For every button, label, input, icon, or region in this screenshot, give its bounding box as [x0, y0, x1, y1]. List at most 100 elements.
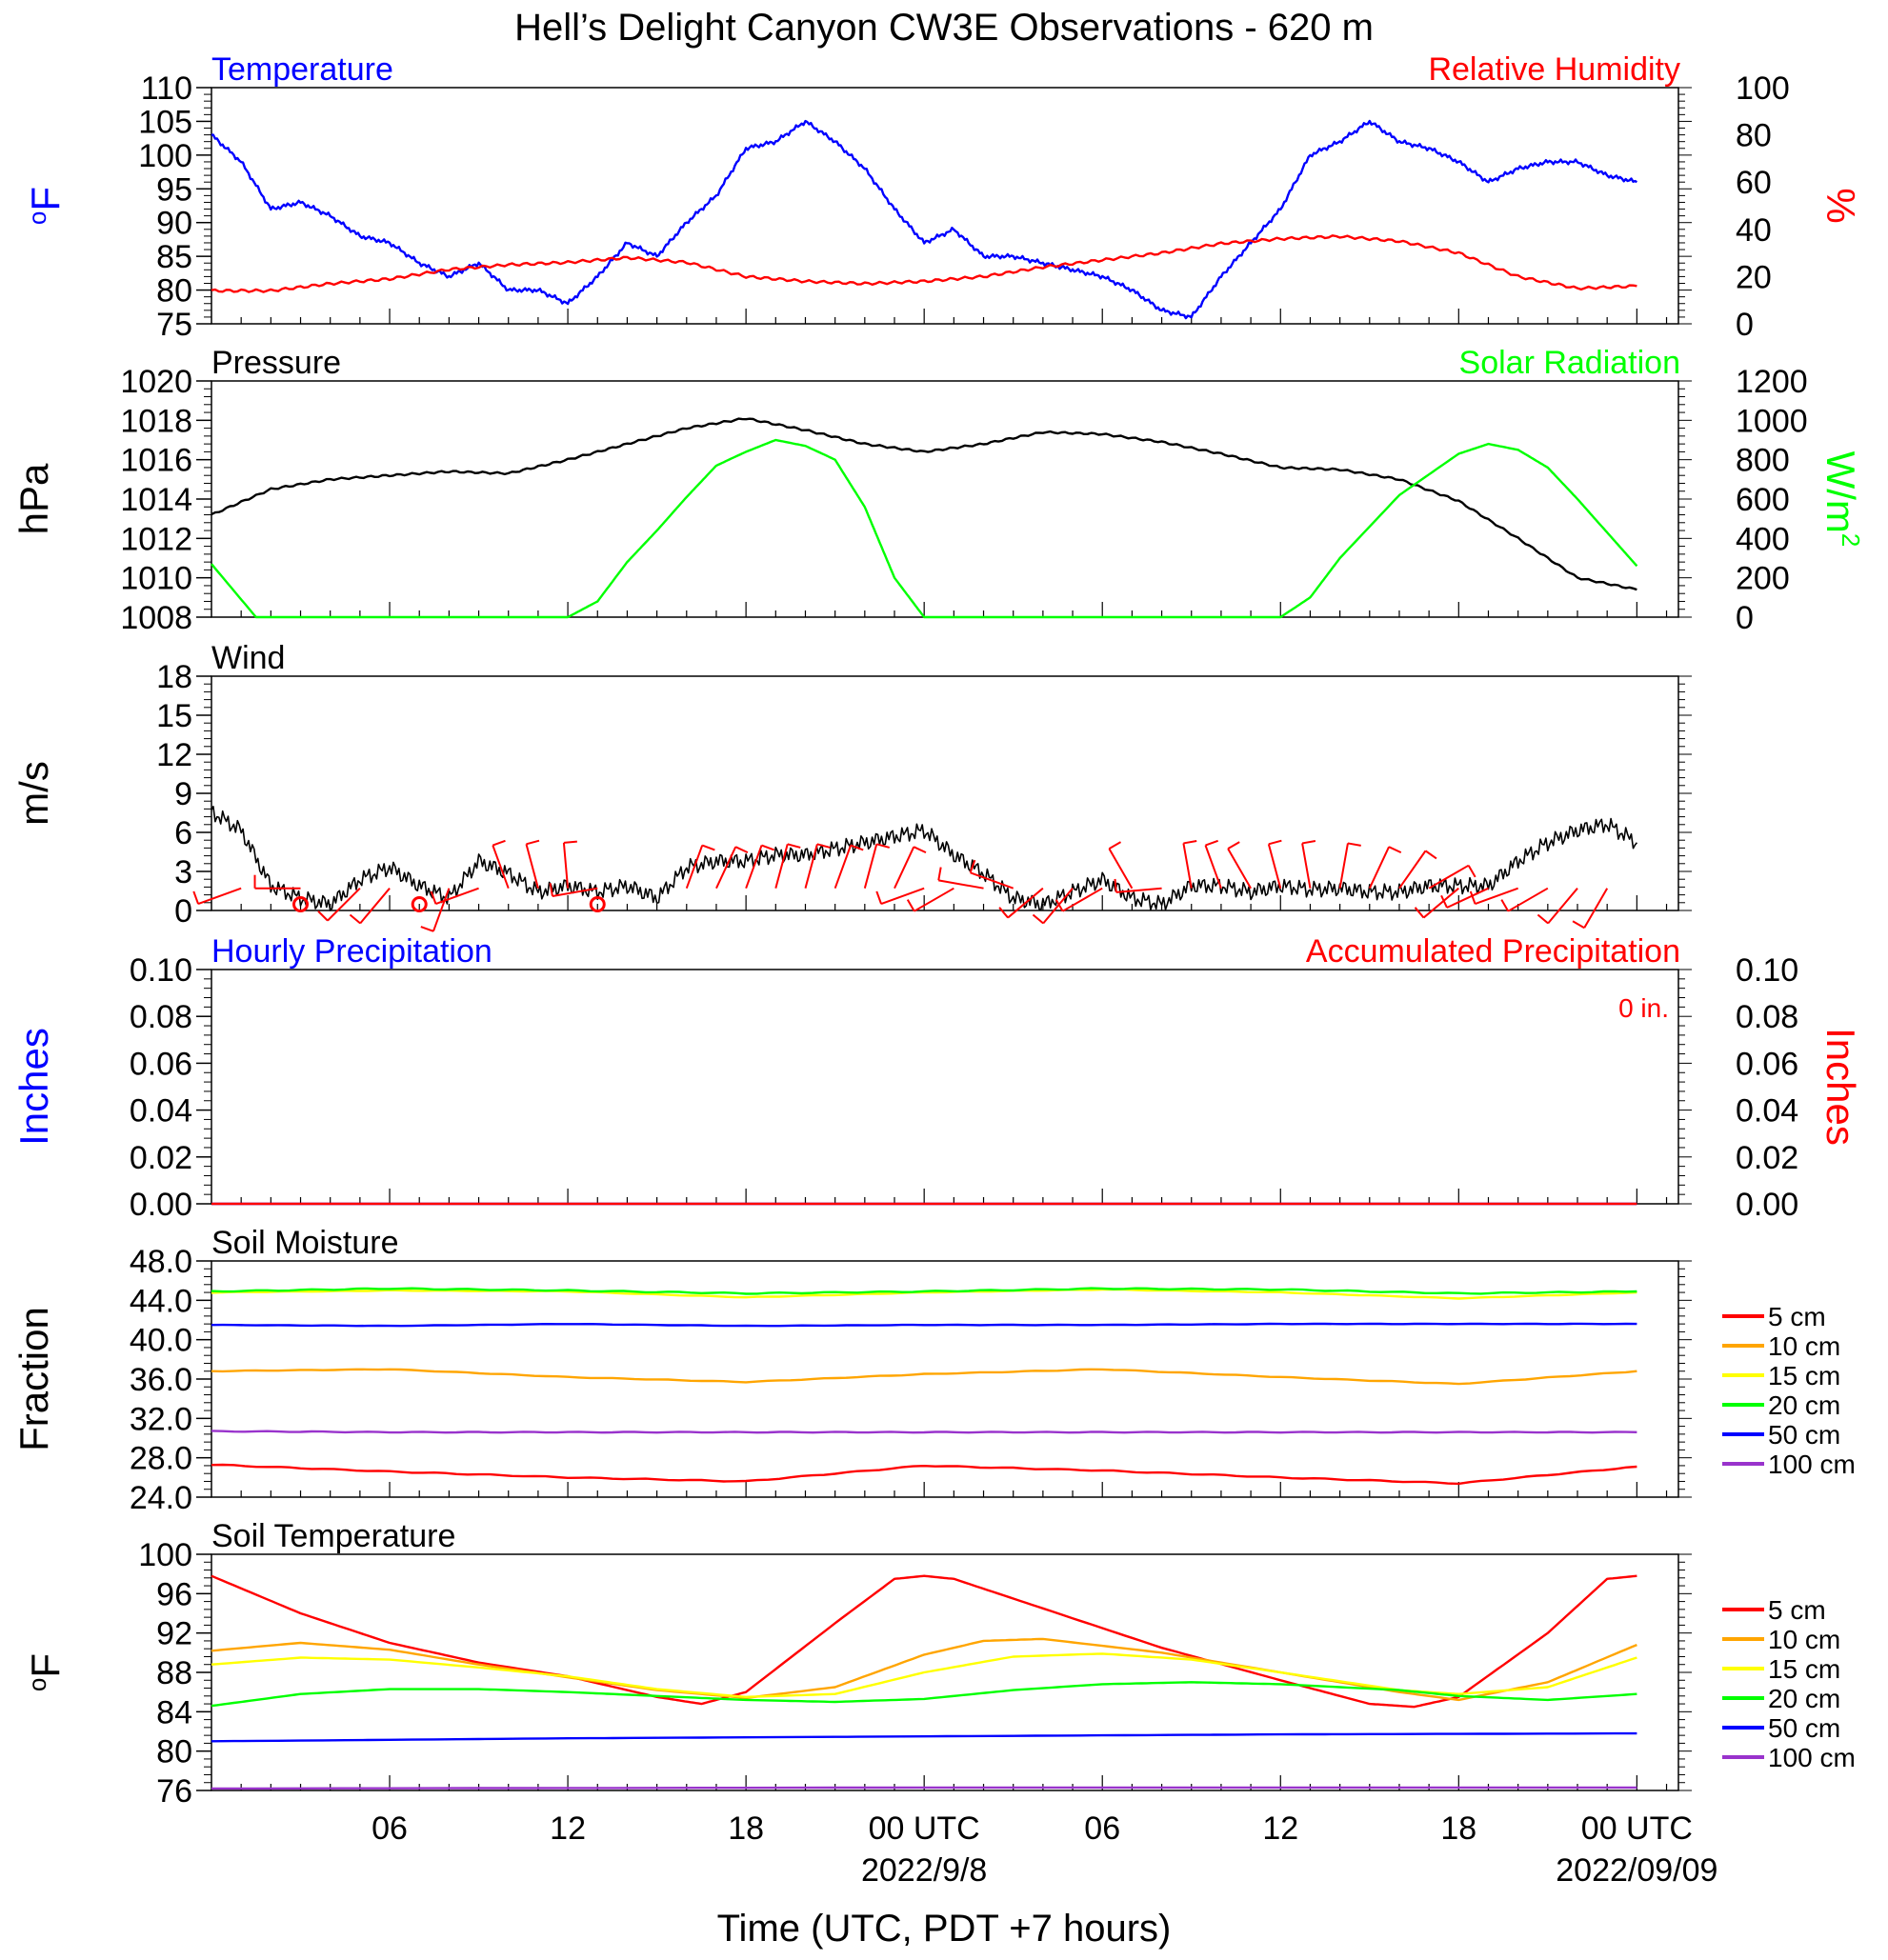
y2-tick-label: 400 — [1736, 521, 1790, 557]
y2-tick-label: 0.08 — [1736, 999, 1798, 1035]
wind-barb — [970, 871, 1014, 890]
x-tick-label: 18 — [1440, 1810, 1476, 1847]
wind-barb-flag — [1467, 865, 1476, 878]
y-tick-label: 24.0 — [130, 1480, 192, 1516]
panel-frame — [211, 675, 1679, 911]
y-axis-label: hPa — [11, 463, 56, 534]
wind-barb — [327, 887, 361, 922]
x-tick-label: 12 — [550, 1810, 586, 1847]
wind-barb — [435, 887, 479, 906]
wind-barb-flag — [937, 867, 942, 881]
y-tick-label: 75 — [156, 307, 192, 343]
series-pressure — [211, 417, 1637, 591]
legend-label: 20 cm — [1768, 1390, 1840, 1420]
wind-barb-flag — [1572, 920, 1585, 930]
y2-tick-label: 80 — [1736, 118, 1772, 154]
y-tick-label: 1010 — [120, 561, 192, 597]
x-axis-title: Time (UTC, PDT +7 hours) — [717, 1908, 1172, 1950]
y-tick-label: 1014 — [120, 482, 192, 518]
wind-barb — [1583, 888, 1609, 929]
wind-barb-flag — [906, 899, 915, 912]
wind-barb-flag — [969, 859, 976, 873]
y-tick-label: 0.04 — [130, 1093, 192, 1130]
x-tick-label: 06 — [372, 1810, 408, 1847]
wind-barb — [863, 844, 878, 889]
y-tick-label: 1008 — [120, 600, 192, 636]
wind-barb-flag — [526, 839, 540, 846]
panel-frame — [211, 1260, 1679, 1498]
wind-barb — [685, 845, 704, 890]
y2-tick-label: 100 — [1736, 70, 1790, 107]
y-tick-label: 36.0 — [130, 1362, 192, 1398]
y-tick-label: 95 — [156, 171, 192, 208]
wind-barb — [894, 846, 915, 890]
series-50-cm — [211, 1322, 1637, 1328]
wind-barb — [1227, 848, 1252, 890]
series-20-cm — [211, 1287, 1637, 1295]
wind-barb-flag — [1414, 907, 1425, 919]
wind-barb-flag — [1469, 890, 1476, 905]
y2-tick-label: 0.06 — [1736, 1046, 1798, 1082]
panel-right-title: Accumulated Precipitation — [1306, 933, 1680, 970]
panel-right-title: Relative Humidity — [1428, 51, 1680, 88]
y2-tick-label: 60 — [1736, 165, 1772, 201]
y-tick-label: 0.06 — [130, 1046, 192, 1082]
series-relative-humidity — [211, 234, 1637, 293]
panel-left-title: Pressure — [211, 345, 341, 381]
panel-left-title: Hourly Precipitation — [211, 933, 492, 970]
panel-left-title: Soil Moisture — [211, 1225, 399, 1261]
panel-frame — [211, 87, 1679, 325]
legend-label: 100 cm — [1768, 1743, 1856, 1772]
precip-total-annotation: 0 in. — [1618, 993, 1669, 1023]
wind-barb — [525, 844, 539, 889]
wind-barb-flag — [1424, 850, 1437, 860]
wind-barb-flag — [317, 910, 329, 922]
series-5-cm — [211, 1574, 1637, 1709]
y-tick-label: 84 — [156, 1694, 192, 1730]
wind-barb-flag — [875, 890, 883, 905]
series-solar-radiation — [211, 438, 1638, 619]
wind-barb — [834, 845, 853, 890]
wind-barb-flag — [761, 844, 775, 851]
y2-tick-label: 0.10 — [1736, 952, 1798, 989]
wind-barb — [1007, 887, 1044, 919]
wind-barb-flag — [1205, 839, 1218, 847]
legend-label: 5 cm — [1768, 1595, 1826, 1625]
x-tick-label: 00 UTC — [1581, 1810, 1693, 1847]
wind-barb — [774, 844, 789, 889]
wind-barb — [552, 887, 598, 898]
wind-barb — [1115, 887, 1162, 893]
x-tick-label: 18 — [728, 1810, 764, 1847]
panel-precipitation: 0.00 0.02 0.04 0.06 0.08 0.10 0.00 0.02 0.04 0.06… — [11, 933, 1863, 1223]
wind-barb — [1547, 888, 1578, 925]
wind-barb-flag — [816, 843, 831, 849]
y-tick-label: 3 — [174, 854, 192, 890]
wind-barb — [1267, 844, 1282, 889]
y-tick-label: 6 — [174, 815, 192, 851]
wind-barb-flag — [998, 907, 1009, 919]
wind-barb-flag — [850, 844, 864, 851]
calm-wind-marker — [589, 896, 606, 913]
wind-barb-flag — [1114, 878, 1117, 892]
panel-frame — [211, 1553, 1679, 1791]
legend-label: 50 cm — [1768, 1420, 1840, 1450]
y-tick-label: 0.10 — [130, 952, 192, 989]
y2-tick-label: 200 — [1736, 561, 1790, 597]
wind-barb-flag — [875, 843, 891, 849]
wind-barb — [1301, 843, 1312, 889]
time-axis: 06 12 18 00 UTC 2022/9/8 06 12 18 00 UTC 2022/09/… — [372, 1810, 1717, 1889]
x-date-label: 2022/9/8 — [861, 1852, 987, 1889]
wind-barb — [880, 887, 925, 906]
legend-label: 10 cm — [1768, 1331, 1840, 1361]
panel-frame — [211, 380, 1679, 618]
y-tick-label: 96 — [156, 1576, 192, 1612]
wind-barb-flag — [1183, 840, 1197, 845]
wind-barb-flag — [1440, 894, 1448, 909]
wind-barb — [359, 888, 391, 925]
y-tick-label: 1012 — [120, 521, 192, 557]
y-tick-label: 76 — [156, 1773, 192, 1810]
wind-barb-flag — [1032, 913, 1044, 925]
y-tick-label: 80 — [156, 273, 192, 310]
